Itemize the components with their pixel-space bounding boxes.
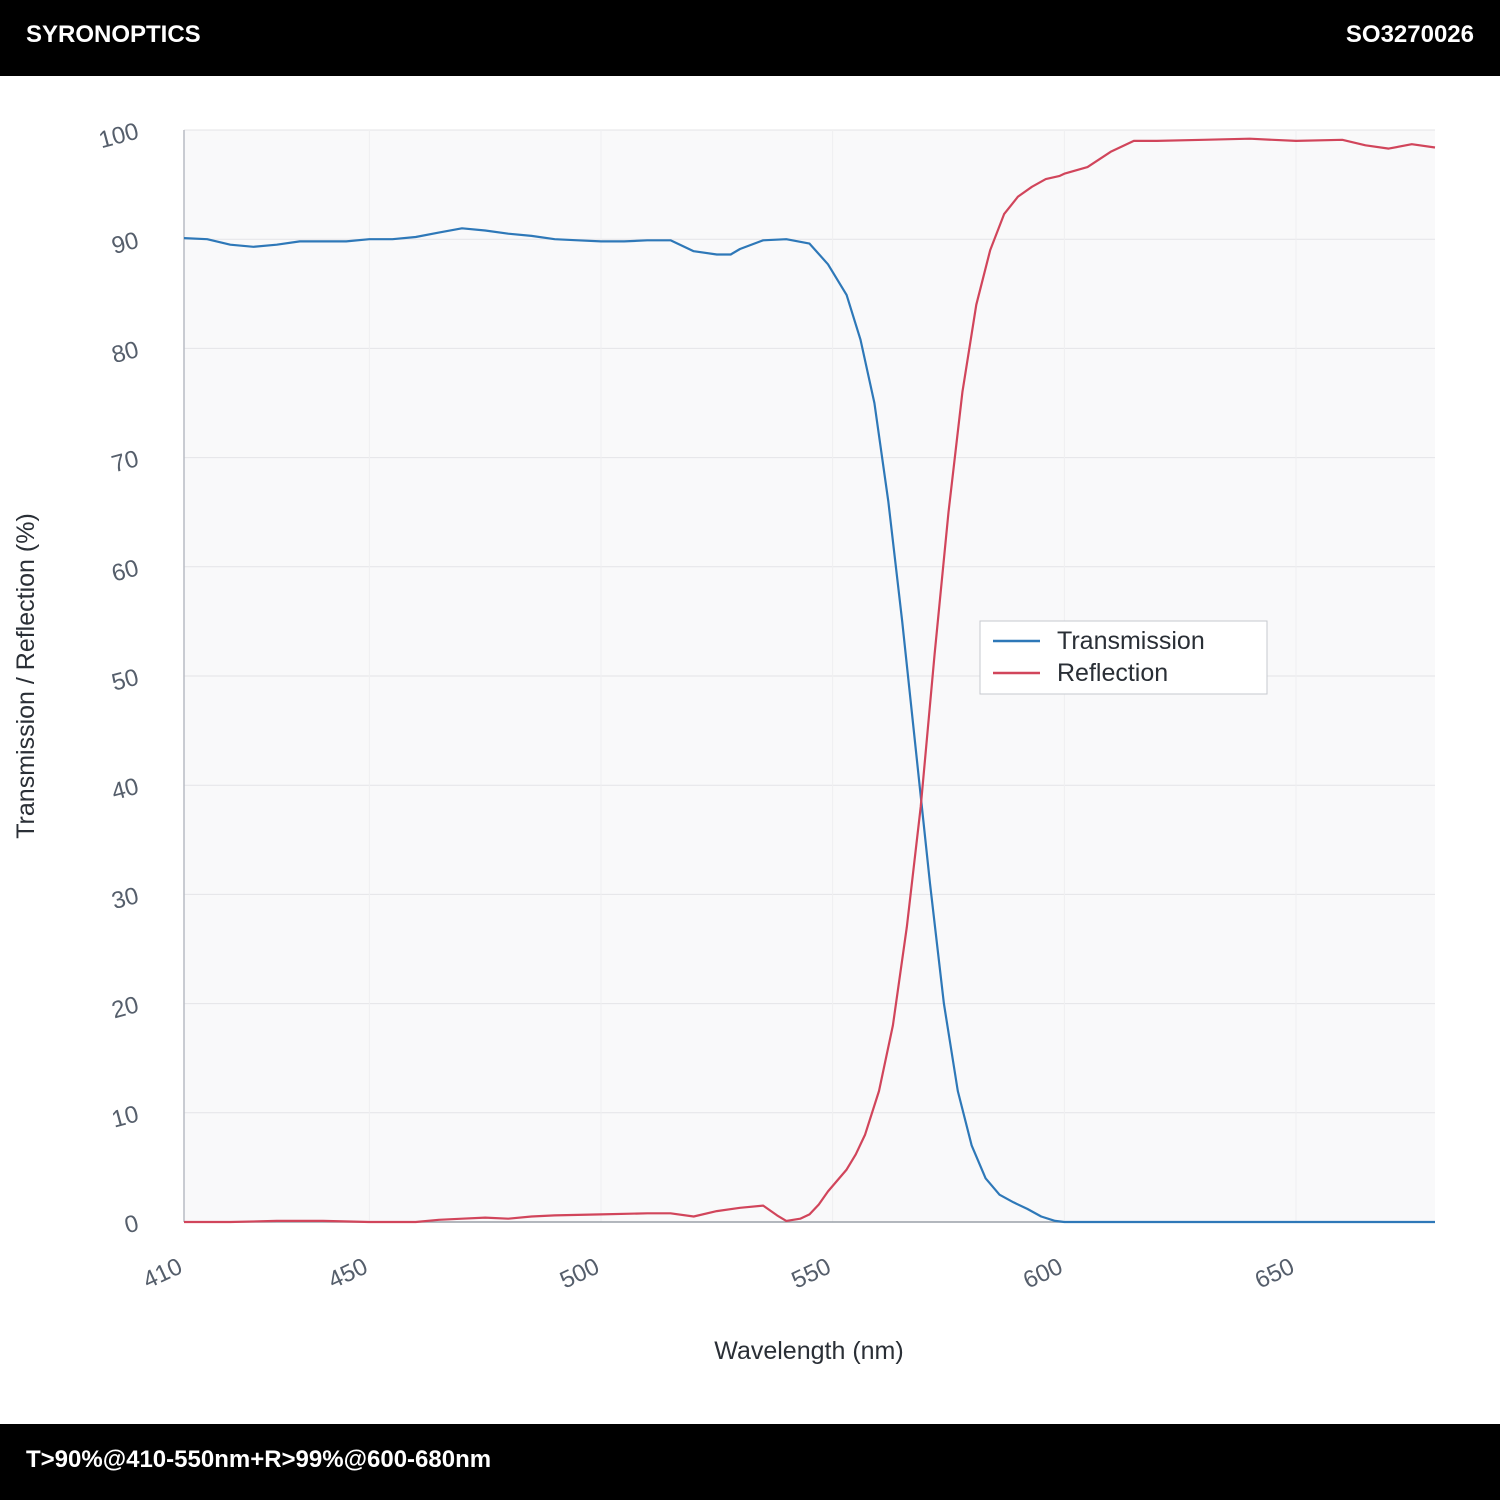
y-tick-label-10: 10: [109, 1101, 142, 1134]
y-tick-label-80: 80: [109, 336, 142, 369]
series-line-reflection: [184, 137, 1436, 1224]
y-tick-label-100: 100: [96, 118, 142, 154]
y-tick-labels: 0 10 20 30 40 50 60 70 80 90 100: [96, 118, 142, 1240]
legend-label-transmission: Transmission: [1057, 627, 1205, 655]
legend-box: [979, 620, 1268, 695]
series-line-transmission: [183, 227, 1435, 1224]
part-number: SO3270026: [1345, 21, 1474, 48]
y-tick-label-70: 70: [109, 445, 142, 478]
legend-label-reflection: Reflection: [1057, 659, 1168, 687]
x-tick-labels: 410 450 500 550 600 650: [139, 1253, 1299, 1294]
legend: Transmission Reflection: [979, 620, 1268, 695]
brand-name: SYRONOPTICS: [26, 21, 201, 48]
x-tick-label-550: 550: [787, 1253, 835, 1294]
x-tick-label-500: 500: [556, 1253, 604, 1294]
x-tick-label-650: 650: [1251, 1253, 1299, 1294]
y-tick-label-50: 50: [109, 664, 142, 697]
x-tick-label-410: 410: [139, 1253, 187, 1294]
y-tick-label-30: 30: [109, 882, 142, 915]
y-tick-label-40: 40: [109, 773, 142, 806]
series-lines: [183, 137, 1436, 1224]
y-tick-label-60: 60: [109, 555, 142, 588]
footer-bar: T>90%@410-550nm+R>99%@600-680nm: [0, 1424, 1500, 1500]
header-bar: SYRONOPTICS SO3270026: [0, 0, 1500, 76]
y-tick-label-90: 90: [109, 227, 142, 260]
y-axis-title: Transmission / Reflection (%): [12, 513, 40, 839]
y-tick-label-0: 0: [122, 1210, 142, 1240]
x-tick-label-450: 450: [324, 1253, 372, 1294]
spec-text: T>90%@410-550nm+R>99%@600-680nm: [26, 1446, 492, 1473]
x-axis-title: Wavelength (nm): [714, 1337, 903, 1365]
y-tick-label-20: 20: [109, 991, 142, 1024]
x-tick-label-600: 600: [1019, 1253, 1067, 1294]
